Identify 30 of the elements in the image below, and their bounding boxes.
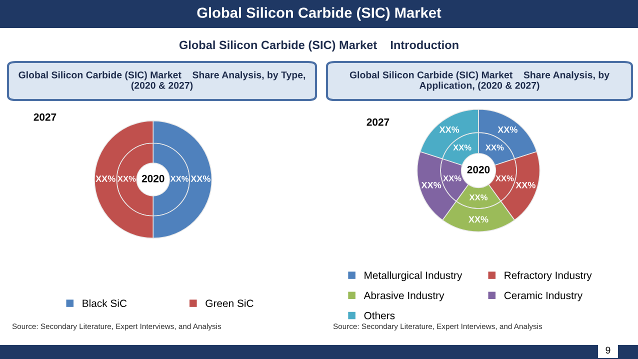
text: 2027: [34, 113, 56, 121]
data-label: XX%: [469, 194, 488, 200]
data-label: XX%: [468, 216, 488, 223]
text: 2020: [142, 174, 164, 182]
text: 9: [606, 346, 610, 354]
legend-label: Black SiC: [82, 299, 127, 308]
data-label: XX%: [496, 175, 514, 182]
data-label: XX%: [421, 182, 442, 188]
data-label: XX%: [516, 182, 536, 188]
legend-label: Others: [364, 312, 395, 320]
text: Global Silicon Carbide (SIC) Market Introduction: [179, 40, 458, 52]
data-label: XX%: [486, 144, 504, 150]
data-label: XX%: [498, 126, 518, 133]
chart-title: Global Silicon Carbide (SIC) Market Share Analysis, by Type, (2020 & 2027): [18, 71, 306, 91]
data-label: XX%: [439, 126, 460, 133]
text: 2020: [467, 166, 490, 174]
legend-label: Refractory Industry: [504, 271, 592, 282]
text: Global Silicon Carbide (SIC) Market: [197, 7, 442, 21]
legend-label: Abrasive Industry: [364, 292, 444, 302]
data-label: XX%: [170, 176, 189, 182]
legend-label: Green SiC: [206, 299, 254, 308]
legend-label: Metallurgical Industry: [364, 271, 462, 282]
data-label: XX%: [96, 176, 116, 182]
text: 2027: [366, 118, 390, 126]
legend-label: Ceramic Industry: [504, 292, 583, 302]
chart-title: Global Silicon Carbide (SIC) Market Share Analysis, by Application, (2020 & 2027): [350, 71, 610, 91]
data-label: XX%: [453, 144, 472, 150]
data-label: XX%: [443, 175, 462, 182]
data-label: XX%: [118, 176, 136, 182]
data-label: XX%: [190, 176, 210, 182]
